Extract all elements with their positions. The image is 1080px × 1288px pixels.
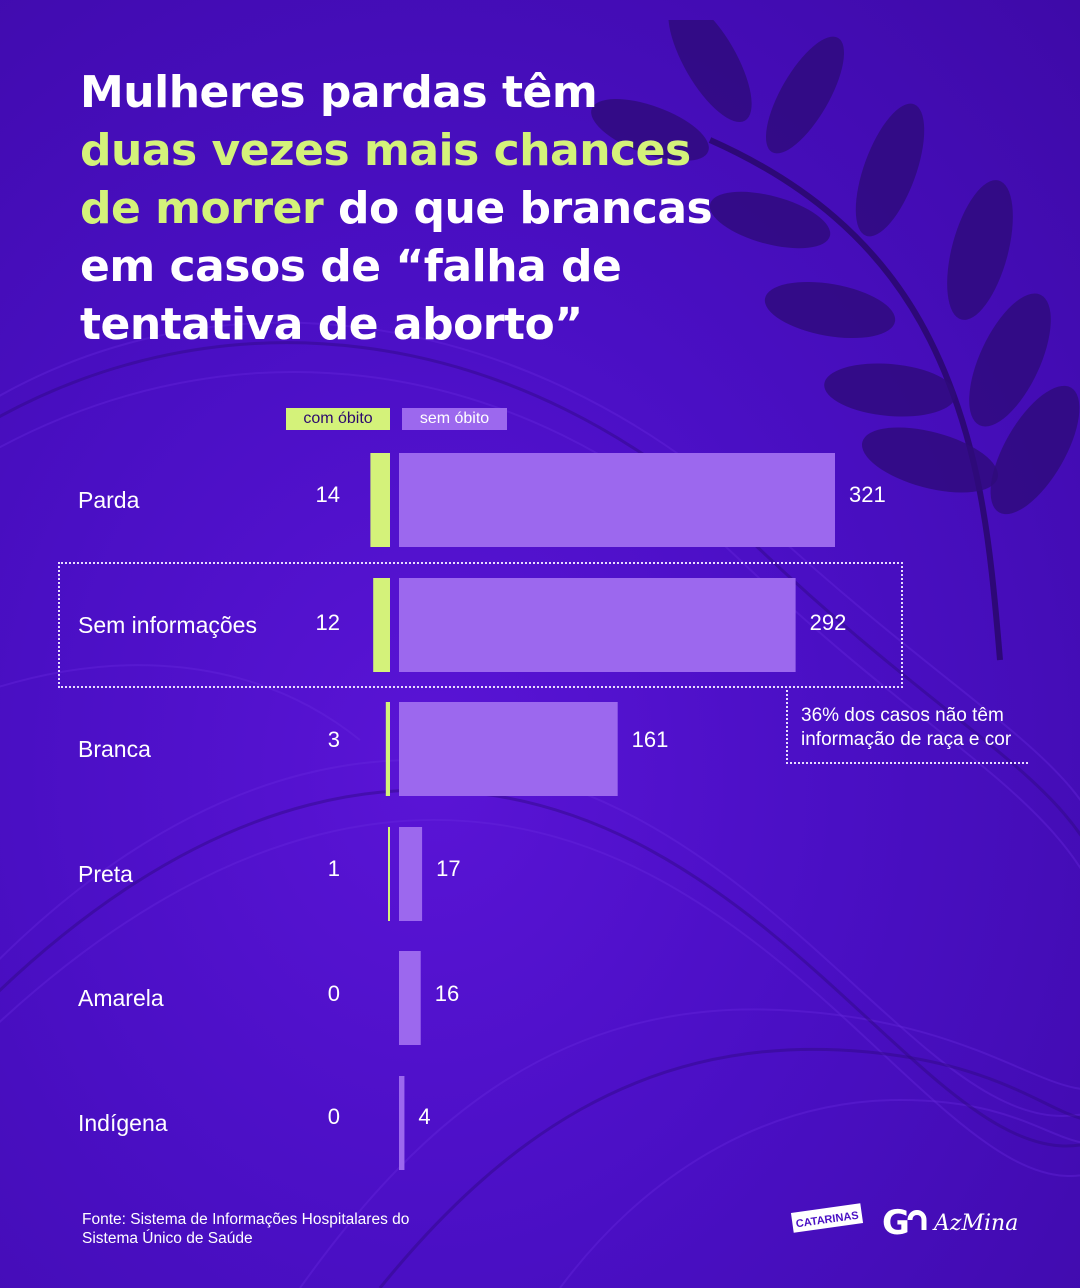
- bar-com-obito-preta: [388, 827, 390, 921]
- category-label-branca: Branca: [78, 736, 151, 762]
- title-part2: do que brancas em casos de “falha de ten…: [80, 183, 713, 350]
- callout-annotation: 36% dos casos não têm informação de raça…: [801, 705, 1012, 750]
- leaf-branch-illustration: [591, 20, 1080, 661]
- value-com-obito-indigena: 0: [328, 1104, 340, 1129]
- title-part1: Mulheres pardas têm: [80, 67, 598, 118]
- value-com-obito-amarela: 0: [328, 981, 340, 1006]
- bar-com-obito-parda: [370, 453, 390, 547]
- value-com-obito-preta: 1: [328, 856, 340, 881]
- legend-com-obito: com óbito: [286, 408, 390, 430]
- bar-sem-obito-preta: [399, 827, 423, 921]
- gn-logo: G: [882, 1203, 927, 1240]
- chart-title: Mulheres pardas têm duas vezes mais chanc…: [80, 64, 720, 354]
- bar-com-obito-sem-informacoes: [373, 578, 390, 672]
- category-label-indigena: Indígena: [78, 1110, 168, 1136]
- category-label-amarela: Amarela: [78, 985, 164, 1011]
- catarinas-logo: CATARINAS: [790, 1203, 864, 1233]
- value-com-obito-branca: 3: [328, 727, 340, 752]
- bar-sem-obito-indigena: [399, 1076, 405, 1170]
- category-label-parda: Parda: [78, 487, 140, 513]
- value-sem-obito-parda: 321: [849, 482, 886, 507]
- value-sem-obito-branca: 161: [632, 727, 669, 752]
- callout-connector: [786, 690, 1028, 764]
- value-com-obito-sem-informacoes: 12: [316, 610, 340, 635]
- bar-sem-obito-branca: [399, 702, 618, 796]
- value-sem-obito-preta: 17: [436, 856, 460, 881]
- bar-com-obito-branca: [385, 702, 390, 796]
- highlight-box-sem-informacoes: [58, 562, 903, 688]
- title-highlight: duas vezes mais chances de morrer: [80, 125, 691, 234]
- azmina-logo: AzMina: [934, 1211, 1019, 1236]
- value-sem-obito-indigena: 4: [418, 1104, 430, 1129]
- bar-sem-obito-amarela: [399, 951, 421, 1045]
- value-sem-obito-sem-informacoes: 292: [810, 610, 847, 635]
- gn-logo-text: G: [882, 1203, 910, 1240]
- value-com-obito-parda: 14: [316, 482, 340, 507]
- bar-sem-obito-parda: [399, 453, 835, 547]
- bar-sem-obito-sem-informacoes: [399, 578, 796, 672]
- legend-sem-obito: sem óbito: [402, 408, 507, 430]
- source-note: Fonte: Sistema de Informações Hospitalar…: [82, 1211, 410, 1247]
- category-label-preta: Preta: [78, 861, 133, 887]
- category-label-sem-informacoes: Sem informações: [78, 612, 257, 638]
- value-sem-obito-amarela: 16: [435, 981, 459, 1006]
